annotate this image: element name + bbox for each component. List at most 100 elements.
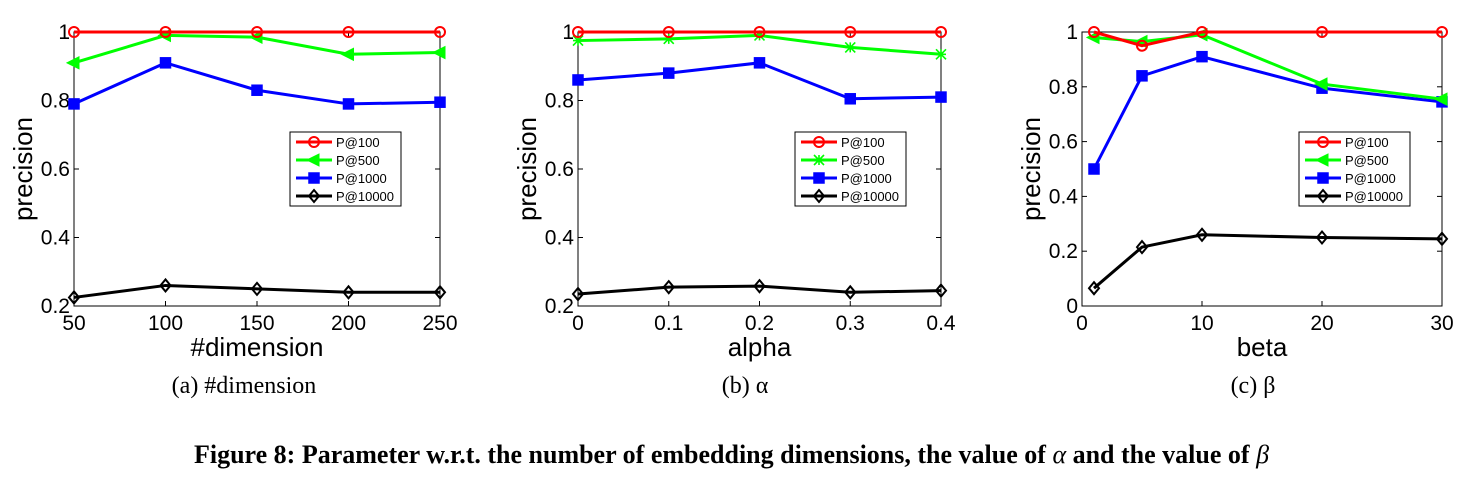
legend-marker (813, 172, 825, 184)
data-point (1435, 231, 1449, 247)
legend-label: P@10000 (1345, 189, 1403, 204)
legend-label: P@100 (336, 135, 380, 150)
data-point (843, 284, 857, 300)
caption-prefix: Figure 8: Parameter w.r.t. the number of… (193, 440, 1053, 469)
legend-marker (813, 154, 825, 166)
data-point (571, 286, 585, 302)
x-tick-label: 150 (239, 312, 274, 335)
y-tick-label: 0.6 (1049, 131, 1078, 154)
data-point (572, 74, 584, 86)
data-point (159, 57, 172, 69)
data-point (159, 277, 172, 294)
series-line (1093, 233, 1443, 290)
series-line (73, 283, 440, 299)
data-point (935, 91, 947, 103)
legend-label: P@500 (336, 153, 380, 168)
data-point (342, 26, 355, 38)
x-tick-label: 250 (422, 312, 457, 335)
data-point (67, 289, 81, 305)
x-tick-label: 30 (1430, 312, 1453, 335)
series-p-at-10000 (571, 278, 948, 302)
data-point (1136, 70, 1148, 82)
legend: P@100 P@500 P@1000 P@10000 (289, 131, 402, 207)
data-point (342, 284, 355, 300)
data-point (572, 26, 584, 38)
data-point (1088, 26, 1100, 38)
series-p-at-500 (65, 28, 446, 70)
legend-label: P@10000 (336, 189, 394, 204)
legend-marker (308, 172, 320, 184)
legend-label: P@500 (841, 153, 885, 168)
data-point (1315, 229, 1329, 246)
data-point (1436, 26, 1448, 38)
x-tick-label: 100 (148, 312, 183, 335)
data-point (753, 26, 766, 38)
data-point (340, 47, 354, 62)
y-tick-label: 0.8 (41, 90, 70, 113)
series-p-at-1000 (572, 57, 947, 105)
series-p-at-100 (1088, 26, 1448, 52)
data-point (935, 26, 947, 38)
legend-marker (1314, 153, 1329, 167)
data-point (68, 98, 80, 110)
legend-label: P@1000 (841, 171, 892, 186)
data-point (844, 93, 856, 105)
data-point (434, 96, 446, 108)
data-point (434, 26, 446, 38)
y-tick-label: 1 (1066, 21, 1078, 44)
legend-label: P@100 (1345, 135, 1389, 150)
x-tick-label: 0.4 (926, 312, 956, 335)
chart-subcaption: (a) #dimension (172, 373, 317, 399)
data-point (844, 41, 856, 53)
legend-label: P@1000 (336, 171, 387, 186)
y-tick-label: 0.2 (545, 295, 574, 318)
series-line (73, 61, 441, 106)
chart-2: 0.2 0.4 0.6 0.8 1 0 0.1 0.2 0.3 0.4 alpha precision… (512, 21, 956, 362)
data-point (1088, 163, 1100, 175)
caption-alpha-symbol: α (1052, 440, 1067, 469)
data-point (753, 29, 766, 41)
data-point (1313, 77, 1328, 91)
y-tick-label: 0.4 (545, 227, 575, 250)
chart-subcaption: (c) β (1231, 373, 1276, 399)
data-point (251, 84, 263, 96)
legend-marker (1317, 136, 1329, 148)
x-tick-label: 200 (331, 312, 366, 335)
data-point (1196, 50, 1208, 63)
x-axis-label: beta (1237, 332, 1288, 362)
series-p-at-10000 (67, 277, 447, 305)
data-point (572, 34, 584, 47)
legend-marker (307, 188, 321, 204)
series-p-at-100 (572, 26, 947, 38)
data-point (1135, 239, 1149, 255)
y-axis-label: precision (8, 117, 38, 221)
x-tick-label: 10 (1190, 312, 1213, 335)
data-point (1316, 26, 1328, 38)
data-point (844, 26, 857, 38)
x-tick-label: 0.3 (836, 312, 865, 335)
data-point (663, 33, 675, 45)
data-point (251, 26, 263, 38)
data-point (159, 26, 172, 38)
y-axis-label: precision (1016, 117, 1046, 221)
x-tick-label: 0.2 (745, 312, 774, 335)
data-point (935, 48, 947, 60)
data-point (433, 284, 447, 300)
x-axis-label: alpha (728, 332, 792, 362)
legend-marker (1316, 188, 1330, 204)
y-tick-label: 0.4 (41, 227, 71, 250)
data-point (934, 283, 948, 299)
x-tick-label: 20 (1310, 312, 1333, 335)
series-line (1093, 30, 1442, 48)
x-tick-label: 0 (572, 312, 584, 335)
legend-marker (1317, 172, 1329, 184)
legend-label: P@1000 (1345, 171, 1396, 186)
legend-marker (812, 188, 826, 204)
series-p-at-500 (572, 29, 947, 60)
legend-marker (813, 136, 825, 148)
data-point (753, 57, 766, 69)
legend-label: P@100 (841, 135, 885, 150)
legend-label: P@10000 (841, 189, 899, 204)
